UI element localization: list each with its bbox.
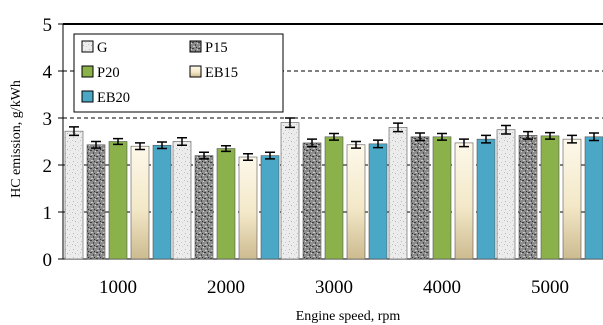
legend-swatch-p15 xyxy=(189,40,202,53)
error-bar xyxy=(265,151,275,160)
bar-p20-3000 xyxy=(324,136,344,260)
error-bar xyxy=(307,138,317,148)
legend-swatch-g xyxy=(81,40,94,53)
bar-eb20-4000 xyxy=(476,138,496,260)
y-tick-label: 2 xyxy=(43,156,53,177)
x-tick-label: 2000 xyxy=(207,277,245,298)
bar-eb15-3000 xyxy=(346,144,366,260)
error-bar xyxy=(523,130,533,140)
error-bar xyxy=(567,134,577,144)
bar-eb15-1000 xyxy=(130,145,150,260)
bar-eb20-5000 xyxy=(584,136,603,260)
y-axis-title: HC emission, g/kWh xyxy=(9,80,24,198)
bar-p15-3000 xyxy=(302,142,322,260)
error-bar xyxy=(243,152,253,162)
error-bar xyxy=(415,132,425,142)
bar-eb20-2000 xyxy=(260,155,280,260)
legend-label-p20: P20 xyxy=(97,65,120,81)
error-bar xyxy=(437,132,447,141)
x-tick-label: 3000 xyxy=(315,277,353,298)
error-bar xyxy=(177,136,187,147)
bar-p20-1000 xyxy=(108,141,128,260)
x-tick-label: 1000 xyxy=(99,277,137,298)
bar-eb20-3000 xyxy=(368,143,388,260)
bar-p15-5000 xyxy=(518,135,538,260)
y-tick-labels: 0 1 2 3 4 5 xyxy=(43,15,63,271)
legend-swatch-eb15 xyxy=(189,65,202,78)
bar-p15-1000 xyxy=(86,144,106,260)
y-tick-label: 0 xyxy=(43,250,53,271)
error-bar xyxy=(373,139,383,149)
error-bar xyxy=(351,140,361,149)
bar-p15-2000 xyxy=(194,155,214,260)
bar-eb15-2000 xyxy=(238,156,258,260)
bar-eb15-5000 xyxy=(562,138,582,260)
error-bar xyxy=(501,124,511,135)
bar-g-5000 xyxy=(496,129,516,260)
error-bar xyxy=(221,144,231,153)
legend-box xyxy=(73,33,284,113)
error-bar xyxy=(135,142,145,151)
y-tick-label: 3 xyxy=(43,109,53,130)
legend-label-eb15: EB15 xyxy=(205,65,238,81)
y-tick-label: 5 xyxy=(43,15,53,36)
error-bar xyxy=(199,151,209,160)
error-bar xyxy=(329,132,339,141)
legend: G P15 P20 EB15 EB20 xyxy=(73,33,284,113)
error-bar xyxy=(113,137,123,146)
legend-label-p15: P15 xyxy=(205,40,228,56)
y-tick-label: 1 xyxy=(43,203,53,224)
bar-eb15-4000 xyxy=(454,142,474,260)
bar-g-2000 xyxy=(172,141,192,260)
bar-g-3000 xyxy=(280,122,300,260)
bar-p20-5000 xyxy=(540,135,560,260)
error-bar xyxy=(545,131,555,140)
x-tick-labels: 1000 2000 3000 4000 5000 xyxy=(99,277,569,298)
legend-label-eb20: EB20 xyxy=(97,90,130,106)
error-bar xyxy=(589,132,599,142)
bar-p15-4000 xyxy=(410,136,430,260)
bar-p20-2000 xyxy=(216,148,236,260)
x-axis-title: Engine speed, rpm xyxy=(296,309,401,324)
legend-swatch-p20 xyxy=(81,65,94,78)
x-tick-label: 5000 xyxy=(531,277,569,298)
bar-p20-4000 xyxy=(432,136,452,260)
error-bar xyxy=(69,126,79,137)
error-bar xyxy=(157,141,167,150)
error-bar xyxy=(393,122,403,133)
bar-g-4000 xyxy=(388,127,408,260)
bar-eb20-1000 xyxy=(152,144,172,260)
error-bar xyxy=(285,117,295,129)
bar-g-1000 xyxy=(64,130,84,260)
error-bar xyxy=(459,138,469,148)
y-tick-label: 4 xyxy=(43,62,53,83)
legend-swatch-eb20 xyxy=(81,90,94,103)
error-bar xyxy=(91,140,101,149)
bars xyxy=(64,117,603,260)
x-tick-label: 4000 xyxy=(423,277,461,298)
error-bar xyxy=(481,134,491,144)
legend-label-g: G xyxy=(97,40,108,56)
